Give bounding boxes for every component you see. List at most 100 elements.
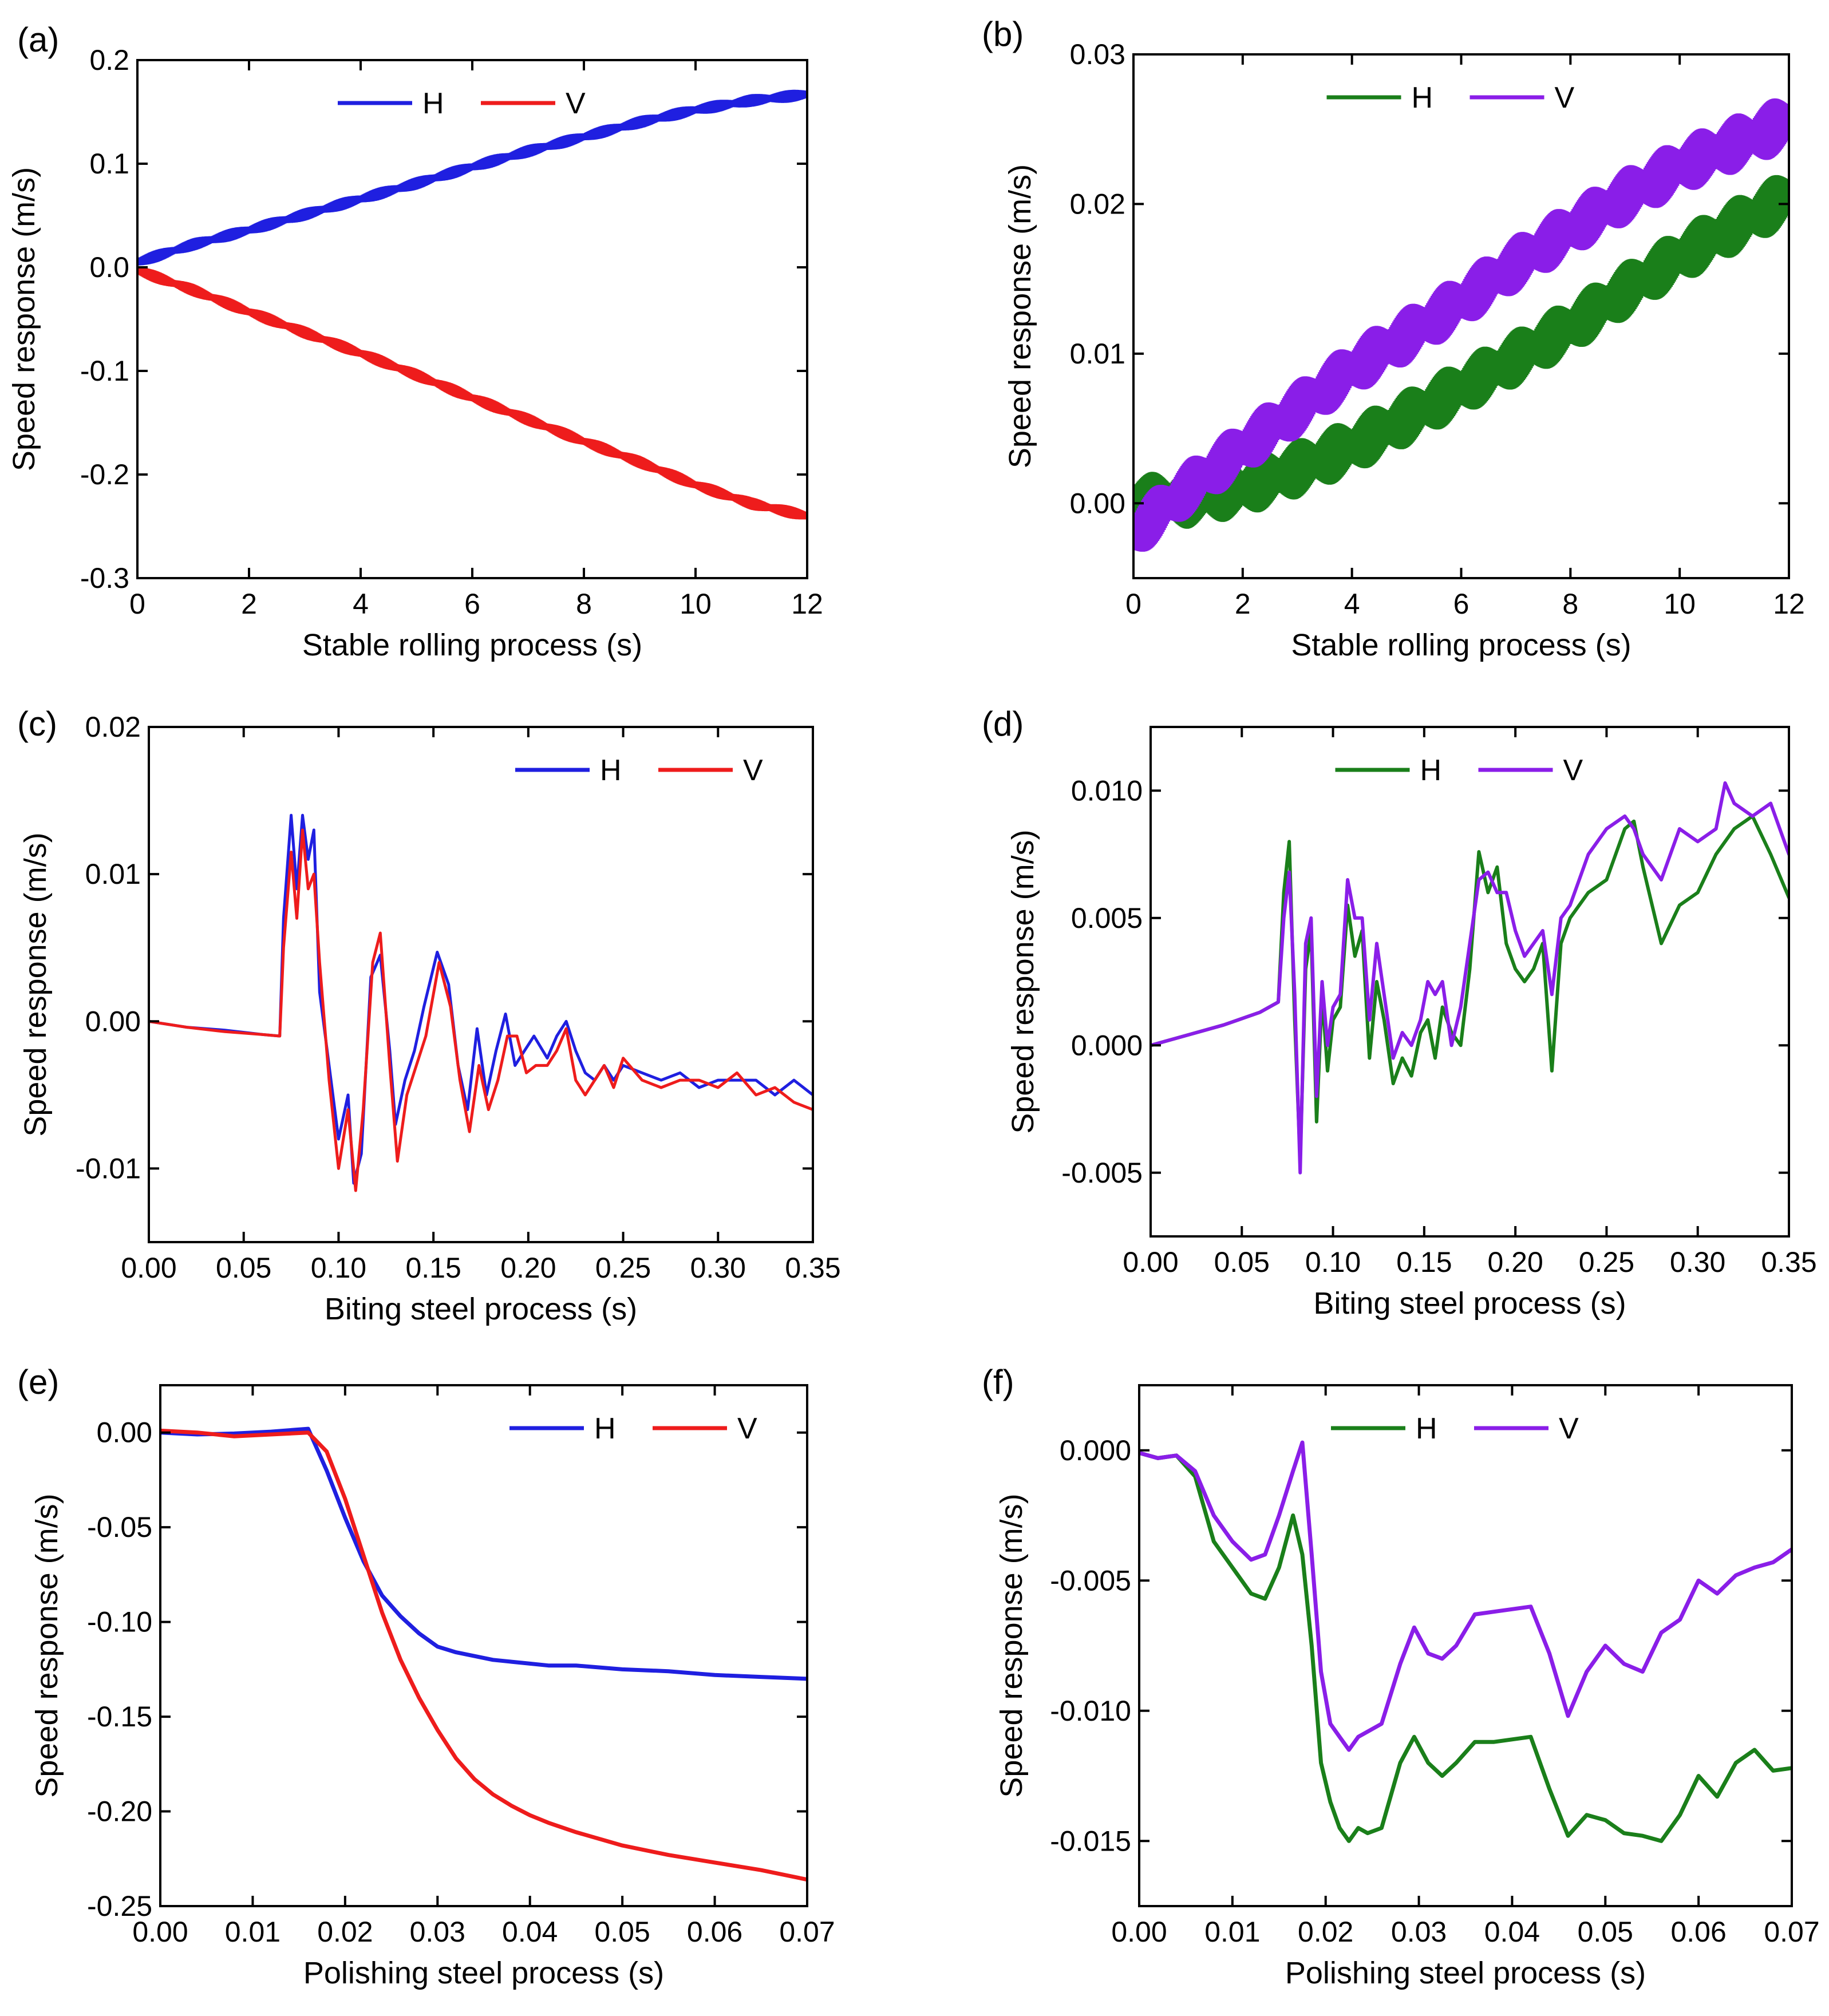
x-tick-label: 0.30 — [1670, 1246, 1725, 1278]
y-tick-label: 0.03 — [1070, 38, 1125, 70]
series-V-line — [160, 1428, 807, 1882]
plot-area — [1139, 1440, 1792, 1843]
x-axis-label: Polishing steel process (s) — [1285, 1956, 1646, 1990]
panel-2: 0.00 0.05 0.10 0.15 0.20 0.25 0.30 0.35 -0.01 0.0… — [17, 705, 841, 1326]
x-tick-label: 0.15 — [1396, 1246, 1452, 1278]
legend-label-H: H — [1416, 1412, 1437, 1445]
x-tick-label: 0.05 — [1214, 1246, 1270, 1278]
plot-area — [149, 813, 813, 1192]
series-V-band — [1133, 98, 1789, 552]
x-axis-label: Stable rolling process (s) — [1291, 628, 1631, 662]
x-axis-label: Stable rolling process (s) — [302, 628, 642, 662]
y-tick-label: -0.10 — [87, 1606, 152, 1638]
panel-label: (e) — [17, 1363, 59, 1401]
panel-label: (d) — [982, 705, 1024, 743]
x-tick-label: 12 — [1773, 588, 1805, 620]
y-tick-label: 0.0 — [89, 251, 129, 283]
y-tick-label: 0.005 — [1071, 902, 1143, 934]
x-tick-label: 0.04 — [1484, 1916, 1540, 1948]
plot-frame — [159, 1384, 808, 1907]
legend-label-V: V — [1563, 754, 1583, 787]
legend-label-H: H — [1412, 81, 1433, 114]
series-H-band — [137, 89, 807, 266]
x-tick-label: 0.05 — [1578, 1916, 1633, 1948]
series-H-line — [1139, 1450, 1792, 1843]
y-tick-label: 0.00 — [85, 1005, 141, 1037]
x-tick-label: 0.00 — [1111, 1916, 1167, 1948]
plot-frame — [1149, 726, 1790, 1238]
y-tick-label: -0.2 — [80, 458, 129, 491]
x-tick-label: 0.35 — [785, 1252, 840, 1284]
y-tick-label: 0.00 — [97, 1417, 152, 1449]
x-tick-label: 0.05 — [216, 1252, 271, 1284]
y-tick-label: -0.1 — [80, 355, 129, 387]
x-tick-label: 0.30 — [690, 1252, 746, 1284]
x-tick-label: 2 — [1235, 588, 1251, 620]
series-H-band — [1133, 175, 1789, 532]
series-V-line — [149, 828, 813, 1192]
x-tick-label: 12 — [791, 588, 823, 620]
x-tick-label: 0.10 — [311, 1252, 366, 1284]
x-tick-label: 0.07 — [1764, 1916, 1819, 1948]
panel-label: (f) — [982, 1363, 1014, 1401]
x-tick-label: 0.25 — [595, 1252, 651, 1284]
x-tick-label: 10 — [680, 588, 712, 620]
plot-frame — [148, 726, 814, 1243]
x-tick-label: 2 — [241, 588, 257, 620]
y-tick-label: 0.000 — [1071, 1029, 1143, 1061]
series-H-line — [160, 1426, 807, 1681]
x-axis-label: Biting steel process (s) — [1313, 1286, 1626, 1321]
series-V-line — [1139, 1440, 1792, 1752]
x-tick-label: 0.25 — [1579, 1246, 1634, 1278]
x-tick-label: 4 — [1344, 588, 1360, 620]
y-tick-label: -0.15 — [87, 1701, 152, 1733]
panel-label: (b) — [982, 15, 1024, 53]
x-tick-label: 0.35 — [1761, 1246, 1816, 1278]
panel-5: 0.00 0.01 0.02 0.03 0.04 0.05 0.06 0.07 -0.015 -0… — [982, 1363, 1820, 1990]
x-tick-label: 0 — [129, 588, 145, 620]
y-tick-label: 0.010 — [1071, 774, 1143, 807]
y-tick-label: 0.000 — [1060, 1434, 1131, 1466]
x-tick-label: 8 — [576, 588, 592, 620]
x-tick-label: 6 — [1453, 588, 1469, 620]
legend-label-H: H — [422, 87, 444, 120]
panel-3: 0.00 0.05 0.10 0.15 0.20 0.25 0.30 0.35 -0.005 0.… — [982, 705, 1817, 1321]
y-axis-label: Speed response (m/s) — [30, 1493, 64, 1797]
x-tick-label: 0.10 — [1305, 1246, 1361, 1278]
legend-label-V: V — [566, 87, 586, 120]
x-tick-label: 0.00 — [1123, 1246, 1178, 1278]
y-tick-label: 0.01 — [85, 858, 141, 890]
legend-label-V: V — [1559, 1412, 1579, 1445]
x-tick-label: 0.00 — [121, 1252, 176, 1284]
y-tick-label: -0.3 — [80, 562, 129, 594]
y-tick-label: 0.00 — [1070, 487, 1125, 519]
x-tick-label: 0.02 — [1298, 1916, 1353, 1948]
x-tick-label: 0.06 — [687, 1916, 742, 1948]
y-tick-label: 0.2 — [89, 44, 129, 76]
x-tick-label: 0.05 — [594, 1916, 650, 1948]
plot-area — [160, 1426, 807, 1882]
x-tick-label: 0.00 — [132, 1916, 188, 1948]
y-tick-label: 0.02 — [85, 711, 141, 743]
x-tick-label: 0.01 — [225, 1916, 281, 1948]
x-tick-label: 0.02 — [317, 1916, 373, 1948]
legend-label-V: V — [743, 754, 763, 787]
y-axis-label: Speed response (m/s) — [1003, 164, 1037, 468]
x-tick-label: 0.07 — [779, 1916, 835, 1948]
x-tick-label: 0.03 — [1391, 1916, 1447, 1948]
legend-label-H: H — [600, 754, 622, 787]
series-V-line — [1151, 781, 1789, 1175]
plot-frame — [1138, 1384, 1793, 1907]
plot-frame — [136, 59, 808, 579]
y-axis-label: Speed response (m/s) — [18, 832, 53, 1136]
legend-label-H: H — [1420, 754, 1442, 787]
panel-0: 0 2 4 6 8 10 12 -0.3 -0.2 -0.1 0.0 0.1 0.2 Stable rol… — [7, 21, 823, 662]
y-tick-label: -0.010 — [1050, 1695, 1131, 1727]
y-tick-label: 0.1 — [89, 148, 129, 180]
y-tick-label: -0.01 — [76, 1152, 141, 1184]
legend-label-V: V — [1555, 81, 1575, 114]
